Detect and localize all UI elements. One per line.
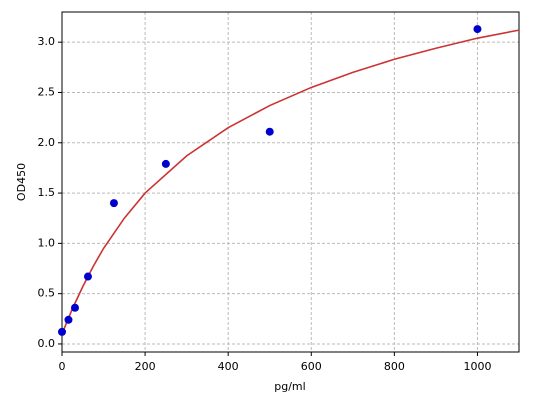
- y-tick-label: 3.0: [38, 35, 56, 48]
- data-point: [265, 127, 274, 136]
- x-axis-label: pg/ml: [274, 380, 305, 393]
- data-point: [473, 25, 482, 34]
- x-tick-label: 400: [218, 360, 239, 373]
- data-point: [64, 315, 73, 324]
- data-point: [58, 327, 66, 336]
- data-point: [70, 303, 79, 312]
- y-tick-label: 2.0: [38, 136, 56, 149]
- data-point: [83, 272, 92, 281]
- y-tick-label: 0.5: [38, 287, 56, 300]
- x-tick-label: 600: [301, 360, 322, 373]
- y-tick-label: 1.0: [38, 236, 56, 249]
- x-tick-label: 800: [384, 360, 405, 373]
- data-point: [109, 199, 118, 208]
- fit-curve: [61, 29, 520, 335]
- y-tick-label: 0.0: [38, 337, 56, 350]
- y-tick-label: 2.5: [38, 85, 56, 98]
- y-tick-label: 1.5: [38, 186, 56, 199]
- x-tick-label: 0: [59, 360, 66, 373]
- x-tick-label: 200: [135, 360, 156, 373]
- y-axis-label: OD450: [15, 163, 28, 201]
- plot-frame: [61, 11, 520, 353]
- data-point: [161, 159, 170, 168]
- x-tick-label: 1000: [463, 360, 491, 373]
